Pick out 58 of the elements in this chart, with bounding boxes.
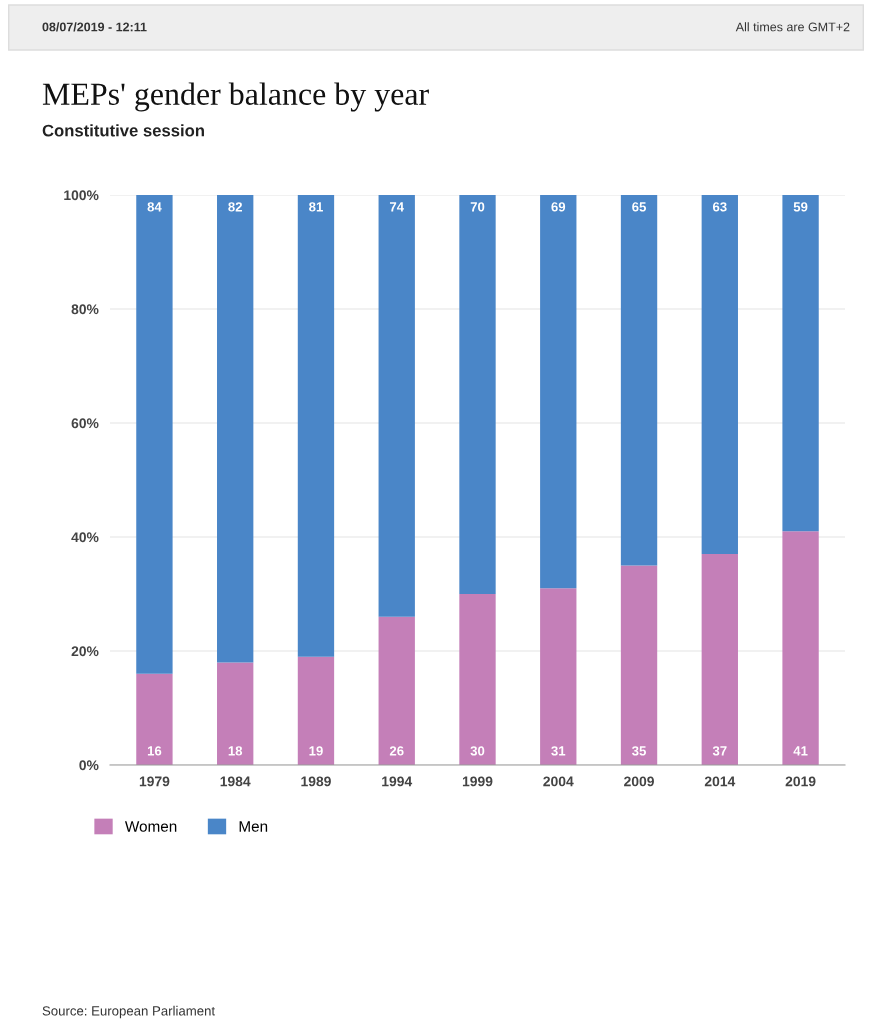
x-tick-label: 2014 xyxy=(704,776,736,787)
bar xyxy=(217,662,254,765)
data-label: 30 xyxy=(470,746,485,756)
data-label: 82 xyxy=(228,202,242,212)
data-label: 18 xyxy=(228,746,243,756)
data-label: 41 xyxy=(793,746,808,756)
y-tick-label: 100% xyxy=(64,190,99,201)
y-tick-label: 40% xyxy=(71,532,99,543)
data-label: 69 xyxy=(551,202,566,212)
text: All times are GMT+2 xyxy=(735,22,850,32)
bar xyxy=(459,594,496,765)
x-tick-label: 1994 xyxy=(382,776,413,787)
data-label: 19 xyxy=(309,746,323,756)
bar xyxy=(540,195,577,589)
data-label: 59 xyxy=(793,202,808,212)
data-label: 65 xyxy=(632,202,647,212)
legend-label: Women xyxy=(124,821,177,832)
bar xyxy=(297,195,335,657)
x-tick-label: 2009 xyxy=(624,776,654,787)
bar xyxy=(540,588,577,765)
bar xyxy=(459,195,496,594)
bar xyxy=(136,195,173,674)
bar xyxy=(620,565,658,765)
y-tick-label: 20% xyxy=(71,646,99,657)
data-label: 26 xyxy=(389,746,404,756)
chart-title: MEPs' gender balance by year xyxy=(42,82,429,112)
data-label: 16 xyxy=(147,746,162,756)
legend-label: Men xyxy=(239,821,268,832)
bar xyxy=(378,616,415,765)
x-tick-label: 1999 xyxy=(462,776,493,787)
y-tick-label: 80% xyxy=(71,304,99,315)
data-label: 37 xyxy=(712,746,727,756)
x-tick-label: 2004 xyxy=(543,776,574,787)
bar xyxy=(217,195,254,663)
data-label: 31 xyxy=(551,746,566,756)
source-note: Source: European Parliament xyxy=(42,1005,215,1019)
text: 08/07/2019 - 12:11 xyxy=(42,22,147,32)
y-tick-label: 0% xyxy=(79,760,99,771)
data-label: 81 xyxy=(309,202,323,212)
bar xyxy=(701,554,738,765)
data-label: 63 xyxy=(712,202,727,212)
x-tick-label: 1984 xyxy=(220,776,251,787)
data-label: 84 xyxy=(147,202,162,212)
data-label: 74 xyxy=(389,202,404,212)
data-label: 35 xyxy=(632,746,647,756)
x-tick-label: 2019 xyxy=(785,776,816,787)
bar xyxy=(136,673,173,765)
bar xyxy=(378,195,415,617)
bar xyxy=(297,656,335,765)
chart-subtitle: Constitutive session xyxy=(42,124,204,137)
bar xyxy=(782,195,819,532)
bar xyxy=(620,195,658,566)
bar xyxy=(701,195,738,555)
x-tick-label: 1989 xyxy=(301,776,331,787)
data-label: 70 xyxy=(470,202,485,212)
y-tick-label: 60% xyxy=(71,418,99,429)
x-tick-label: 1979 xyxy=(139,776,170,787)
bar xyxy=(782,531,819,765)
